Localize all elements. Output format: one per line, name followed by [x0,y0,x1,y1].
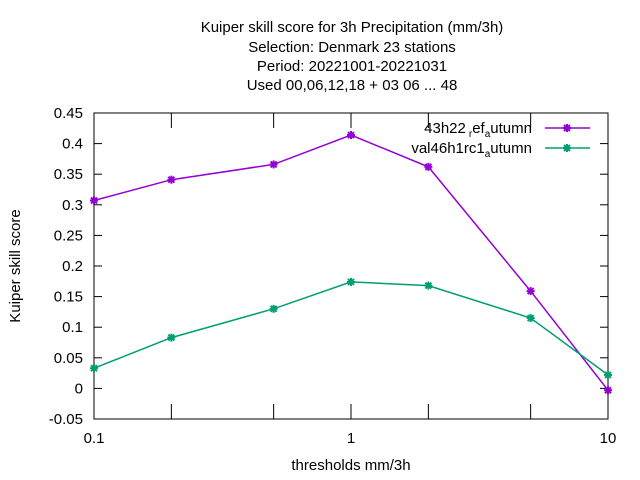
y-tick-label: 0.35 [54,166,83,183]
data-point [90,364,98,373]
data-point [347,277,355,286]
plot-frame [93,112,609,420]
series-1 [90,131,612,395]
y-tick-label: 0.3 [62,197,83,214]
data-point [347,131,355,140]
axis-ticks: -0.05 0 0.05 0.1 0.15 0.2 0.25 0.3 0.35 0.4 0.45 0.… [49,105,617,447]
data-point [604,370,612,379]
title-line-4: Used 00,06,12,18 + 03 06 ... 48 [247,77,458,94]
y-tick-label: 0.15 [54,289,83,306]
y-axis-label: Kuiper skill score [7,209,24,322]
series-layer [90,131,612,395]
legend-marker-series-2 [563,144,571,152]
title-line-2: Selection: Denmark 23 stations [248,39,456,56]
x-tick-label: 0.1 [84,430,105,447]
data-point [269,160,278,169]
data-point [526,287,535,296]
series-line [93,134,609,391]
data-point [269,304,278,313]
y-tick-label: 0.4 [62,136,83,153]
series-2 [90,277,612,379]
legend: 43h22 refautumn val46h1rc1autumn [411,120,590,160]
y-tick-label: 0.05 [54,350,83,367]
y-tick-label: 0.25 [54,227,83,244]
x-tick-label: 10 [600,430,617,447]
y-tick-label: -0.05 [49,411,83,428]
legend-label-series-2: val46h1rc1autumn [411,140,532,160]
data-point [424,162,433,171]
x-tick-label: 1 [347,430,355,447]
title-line-3: Period: 20221001-20221031 [257,58,447,75]
series-line [93,281,609,376]
data-point [526,314,535,323]
legend-entry-series-2: val46h1rc1autumn [411,140,590,160]
data-point [424,281,433,290]
legend-marker-point [563,144,571,152]
y-tick-label: 0.45 [54,105,83,122]
legend-marker-series-1 [563,124,571,132]
y-tick-label: 0.1 [62,319,83,336]
y-tick-label: 0.2 [62,258,83,275]
data-point [167,175,176,184]
data-point [90,196,98,205]
legend-entry-series-1: 43h22 refautumn [424,120,590,140]
data-point [604,386,612,395]
chart-title: Kuiper skill score for 3h Precipitation … [201,19,504,94]
legend-label-series-1: 43h22 refautumn [424,120,532,140]
y-tick-label: 0 [75,380,83,397]
legend-marker-point [563,124,571,132]
x-axis-label: thresholds mm/3h [291,457,410,474]
title-line-1: Kuiper skill score for 3h Precipitation … [201,19,504,36]
data-point [167,333,176,342]
